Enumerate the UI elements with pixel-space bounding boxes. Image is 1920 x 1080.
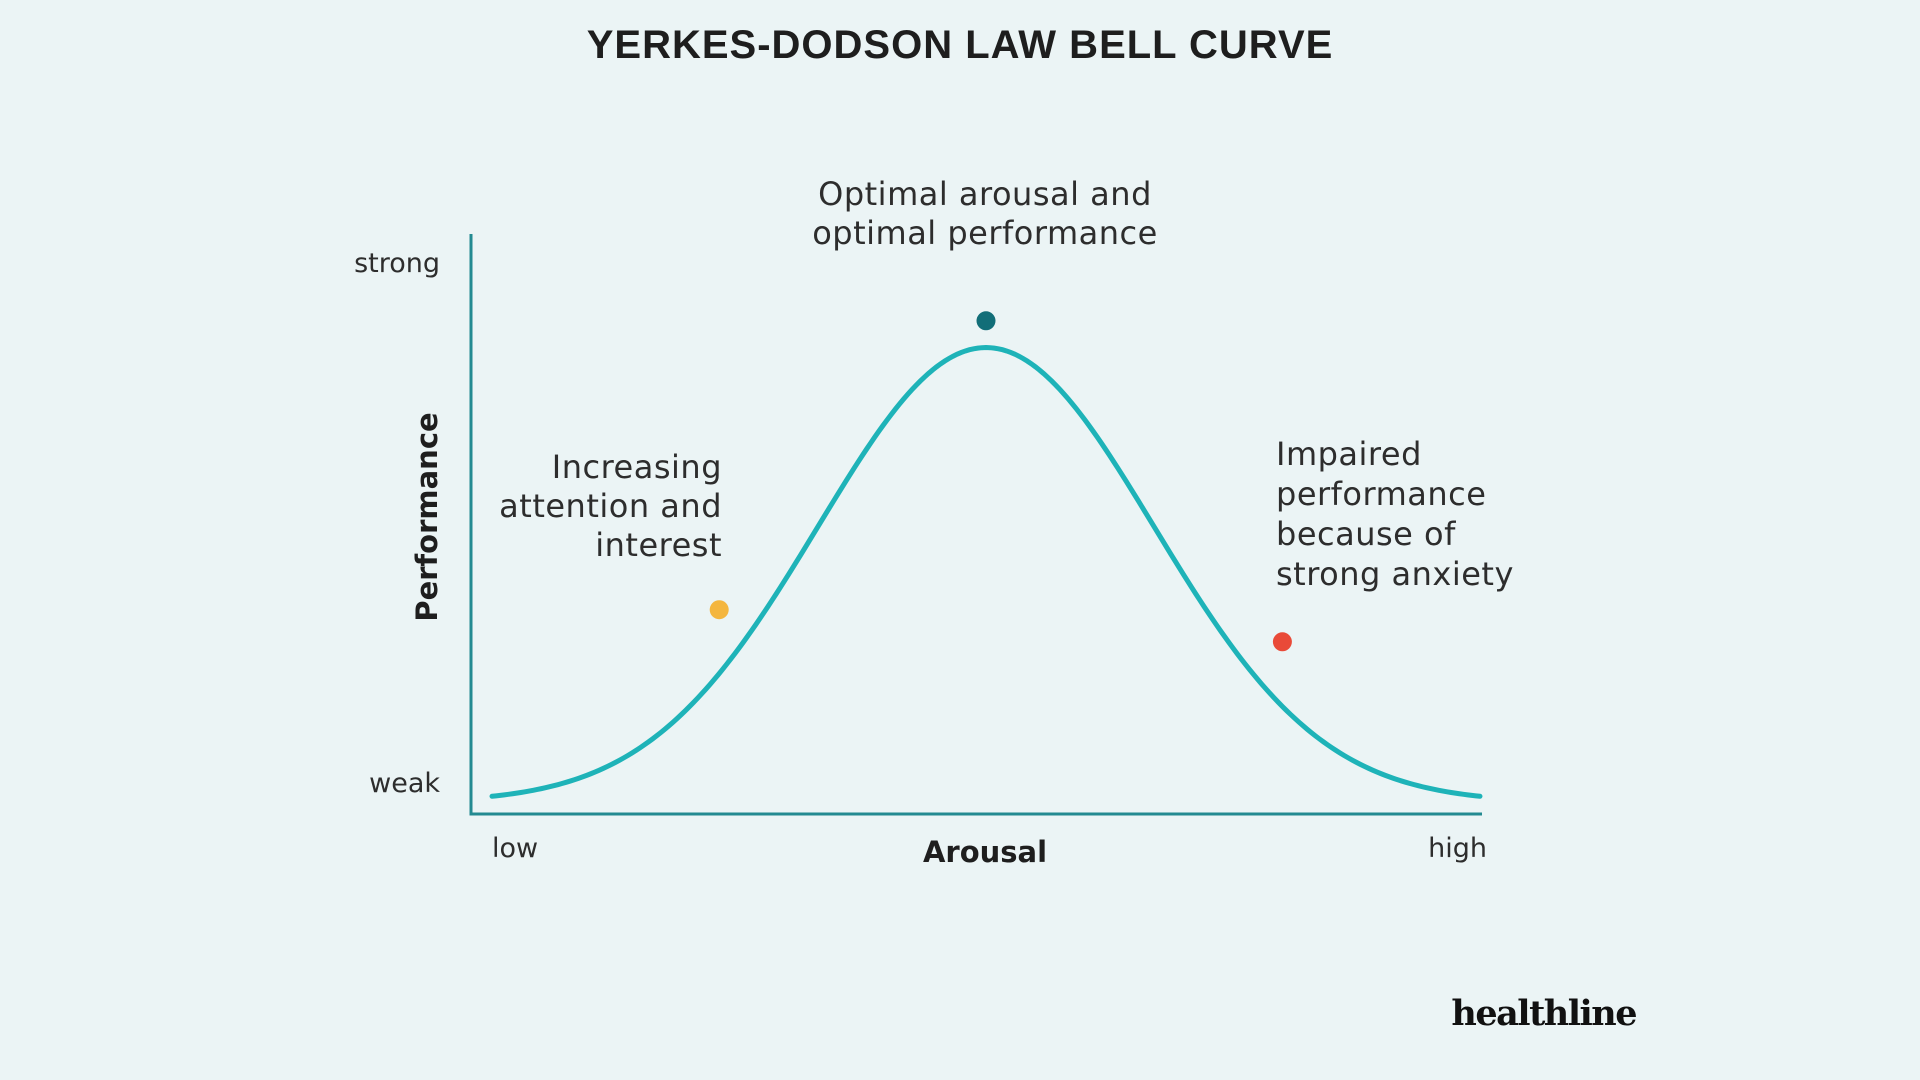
chart-title: YERKES-DODSON LAW BELL CURVE [587, 23, 1334, 67]
annotation-optimal-line: Optimal arousal and [818, 175, 1152, 213]
healthline-logo: healthline [1451, 993, 1636, 1034]
y-tick-strong: strong [354, 248, 440, 279]
annotation-optimal: Optimal arousal and optimal performance [812, 175, 1158, 252]
marker-impaired [1272, 632, 1292, 652]
x-axis-label: Arousal [923, 835, 1047, 869]
annotation-impaired-line: strong anxiety [1276, 555, 1514, 593]
annotation-impaired-line: because of [1276, 515, 1456, 553]
annotation-optimal-line: optimal performance [812, 214, 1158, 252]
x-tick-high: high [1428, 833, 1487, 864]
annotation-increasing-line: interest [595, 526, 722, 564]
annotations: Increasing attention and interest Optimal a… [499, 175, 1514, 652]
y-tick-weak: weak [369, 768, 440, 799]
marker-increasing [709, 600, 729, 620]
marker-optimal [976, 311, 996, 331]
annotation-increasing-line: attention and [499, 487, 722, 525]
annotation-increasing-line: Increasing [552, 448, 722, 486]
annotation-impaired-line: Impaired [1276, 435, 1422, 473]
bell-curve-line [489, 345, 1483, 799]
x-tick-low: low [492, 833, 538, 864]
annotation-impaired: Impaired performance because of strong anxi… [1276, 435, 1514, 593]
annotation-impaired-line: performance [1276, 475, 1486, 513]
y-axis-label: Performance [410, 412, 444, 621]
annotation-increasing: Increasing attention and interest [499, 448, 722, 564]
